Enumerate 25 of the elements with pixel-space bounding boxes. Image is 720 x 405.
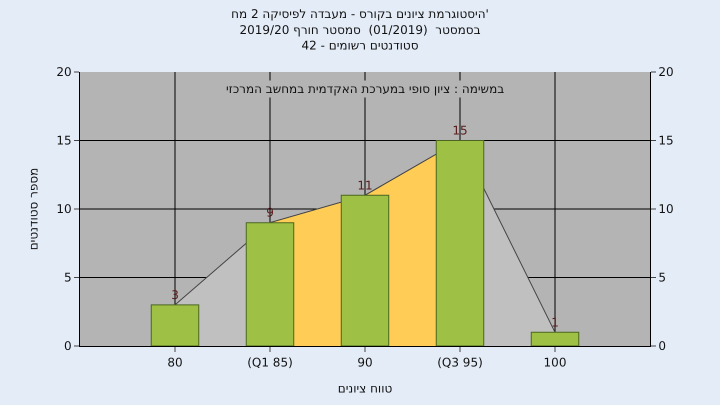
bar xyxy=(436,140,484,346)
x-tick-label: (Q3 95) xyxy=(437,355,483,370)
x-tick-label: 100 xyxy=(544,355,566,370)
y-tick-label: 15 xyxy=(56,134,72,148)
annotation: במשימה : ציון סופי במערכת האקדמית במחשב המרכזי xyxy=(226,82,504,96)
y-tick-label: 5 xyxy=(64,270,72,285)
y2-tick-label: 10 xyxy=(658,202,674,216)
x-tick-label: 90 xyxy=(357,355,373,370)
bar xyxy=(530,332,580,346)
bar xyxy=(340,194,390,346)
bar xyxy=(150,304,200,346)
bar xyxy=(246,222,294,346)
y-axis-title: מספר סטודנטים xyxy=(26,168,41,250)
x-axis-title: טווח ציונים xyxy=(338,381,392,396)
x-tick-label: (Q1 85) xyxy=(247,355,293,370)
y-tick-label: 0 xyxy=(64,339,72,354)
x-tick-label: 80 xyxy=(167,355,183,370)
y2-tick-label: 0 xyxy=(658,339,666,354)
y-tick-label: 10 xyxy=(56,202,72,216)
y2-tick-label: 20 xyxy=(658,65,674,80)
y2-tick-label: 15 xyxy=(658,134,674,148)
y2-tick-label: 5 xyxy=(658,270,666,285)
chart-subtitle: בסמסטר (01/2019) סמסטר חורף 2019/20 סטודנטים רשומים - 42 xyxy=(239,22,481,52)
chart-title: היסטוגרמת ציונים בקורס - מעבדה לפיסיקה 2 מח' xyxy=(231,7,489,22)
y-tick-label: 20 xyxy=(56,65,72,80)
